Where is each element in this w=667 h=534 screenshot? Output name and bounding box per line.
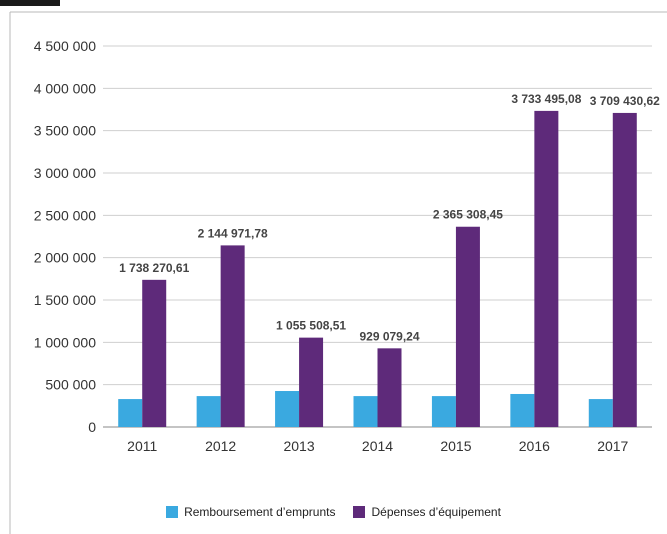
data-label: 929 079,24 bbox=[359, 329, 419, 343]
bar-depenses bbox=[220, 245, 245, 427]
legend: Remboursement d’emprunts Dépenses d’équi… bbox=[0, 505, 667, 519]
x-tick-label: 2016 bbox=[519, 438, 550, 454]
y-tick-label: 500 000 bbox=[45, 377, 96, 393]
legend-label-depenses: Dépenses d’équipement bbox=[371, 505, 501, 519]
data-label: 3 733 495,08 bbox=[511, 92, 581, 106]
x-tick-label: 2013 bbox=[283, 438, 314, 454]
legend-item-remboursement: Remboursement d’emprunts bbox=[166, 505, 335, 519]
data-label: 2 365 308,45 bbox=[433, 208, 503, 222]
bar-remboursement bbox=[353, 396, 378, 427]
y-tick-label: 0 bbox=[88, 419, 96, 435]
x-tick-label: 2017 bbox=[597, 438, 628, 454]
bar-remboursement bbox=[588, 399, 613, 427]
y-tick-label: 1 000 000 bbox=[34, 334, 96, 350]
y-tick-label: 1 500 000 bbox=[34, 292, 96, 308]
y-tick-label: 4 000 000 bbox=[34, 80, 96, 96]
bar-depenses bbox=[142, 279, 167, 427]
legend-swatch-remboursement bbox=[166, 506, 179, 518]
bar-remboursement bbox=[118, 399, 143, 427]
data-label: 2 144 971,78 bbox=[198, 226, 268, 240]
bar-remboursement bbox=[196, 396, 221, 427]
data-label: 1 055 508,51 bbox=[276, 319, 346, 333]
x-tick-label: 2011 bbox=[127, 438, 157, 454]
bar-depenses bbox=[299, 337, 324, 427]
y-tick-label: 2 500 000 bbox=[34, 207, 96, 223]
x-tick-label: 2015 bbox=[440, 438, 471, 454]
legend-label-remboursement: Remboursement d’emprunts bbox=[184, 505, 336, 519]
y-tick-label: 3 500 000 bbox=[34, 123, 96, 139]
y-tick-label: 3 000 000 bbox=[34, 165, 96, 181]
legend-swatch-depenses bbox=[353, 506, 366, 518]
bar-depenses bbox=[534, 110, 559, 428]
bar-remboursement bbox=[275, 391, 300, 427]
bar-remboursement bbox=[431, 396, 456, 427]
legend-item-depenses: Dépenses d’équipement bbox=[353, 505, 501, 519]
x-tick-label: 2014 bbox=[362, 438, 393, 454]
bar-depenses bbox=[612, 112, 637, 427]
y-tick-label: 4 500 000 bbox=[34, 38, 96, 54]
bar-depenses bbox=[377, 348, 402, 427]
top-header-mark bbox=[0, 0, 60, 6]
bar-remboursement bbox=[510, 393, 535, 427]
data-label: 1 738 270,61 bbox=[119, 261, 189, 275]
bar-depenses bbox=[455, 226, 480, 427]
x-tick-label: 2012 bbox=[205, 438, 236, 454]
y-tick-label: 2 000 000 bbox=[34, 250, 96, 266]
data-label: 3 709 430,62 bbox=[590, 94, 660, 108]
